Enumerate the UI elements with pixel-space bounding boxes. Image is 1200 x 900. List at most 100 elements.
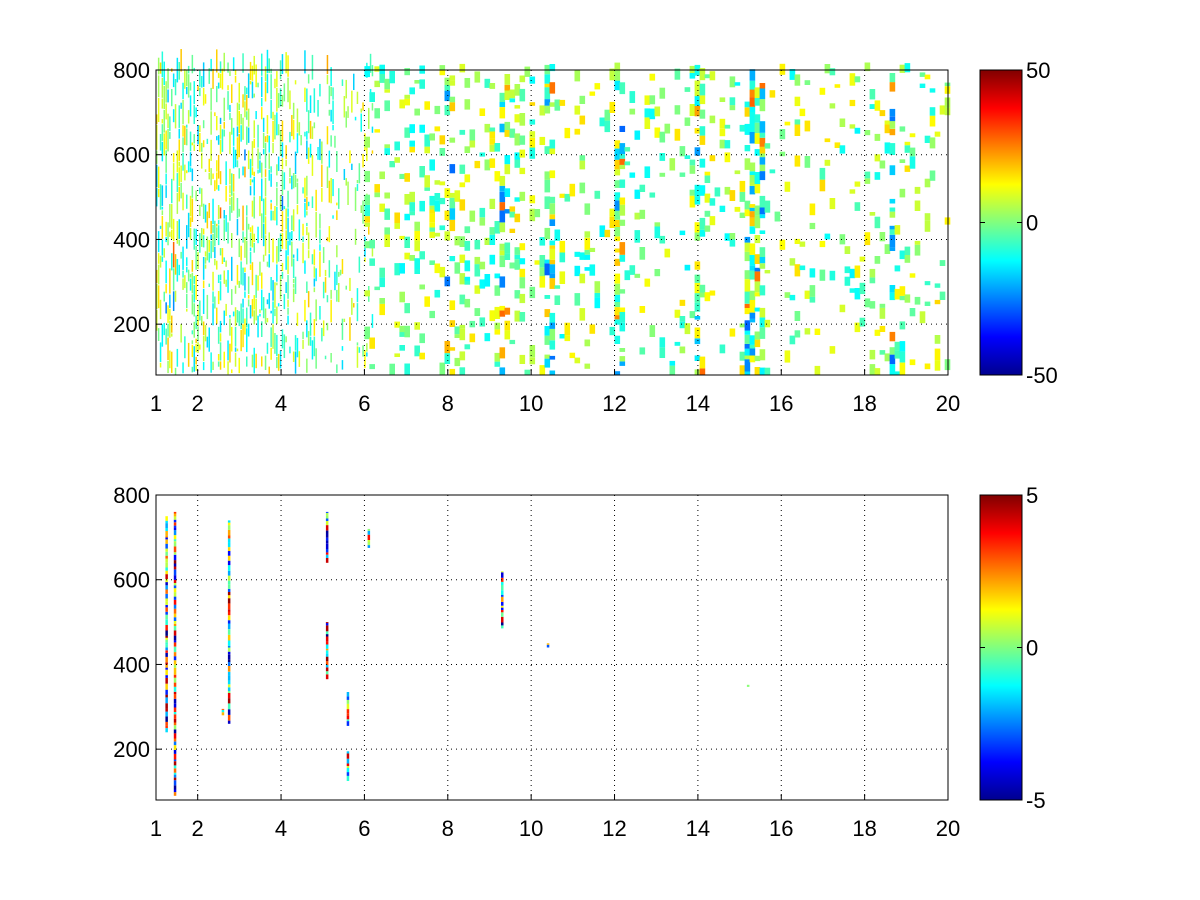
heatmap-cell bbox=[173, 635, 177, 641]
heatmap-cell bbox=[839, 145, 846, 154]
heatmap-cell bbox=[306, 320, 308, 338]
heatmap-cell bbox=[246, 328, 248, 353]
heatmap-cell bbox=[794, 330, 801, 338]
heatmap-cell bbox=[270, 327, 272, 347]
heatmap-cell bbox=[171, 89, 173, 107]
heatmap-cell bbox=[501, 596, 504, 602]
heatmap-cell bbox=[559, 99, 566, 106]
heatmap-cells-bottom bbox=[165, 511, 750, 796]
heatmap-cell bbox=[214, 258, 216, 266]
heatmap-cell bbox=[889, 207, 896, 212]
heatmap-cell bbox=[276, 164, 278, 176]
heatmap-cell bbox=[202, 120, 205, 129]
heatmap-cell bbox=[201, 315, 203, 326]
heatmap-cell bbox=[210, 240, 212, 259]
heatmap-cell bbox=[744, 308, 751, 315]
heatmap-cell bbox=[296, 182, 299, 204]
heatmap-cell bbox=[255, 64, 257, 88]
heatmap-cell bbox=[654, 269, 661, 277]
heatmap-cell bbox=[634, 189, 641, 199]
heatmap-cell bbox=[474, 71, 481, 83]
heatmap-cell bbox=[264, 136, 267, 142]
heatmap-cell bbox=[285, 336, 287, 343]
heatmap-cell bbox=[549, 139, 556, 149]
heatmap-cell bbox=[276, 87, 278, 112]
heatmap-cell bbox=[307, 201, 310, 207]
heatmap-cell bbox=[829, 68, 836, 76]
heatmap-cell bbox=[217, 274, 220, 283]
heatmap-cell bbox=[167, 68, 169, 89]
heatmap-cell bbox=[584, 231, 591, 238]
heatmap-cell bbox=[759, 88, 766, 100]
heatmap-cell bbox=[240, 329, 242, 352]
heatmap-cell bbox=[879, 160, 886, 169]
heatmap-cell bbox=[266, 318, 269, 323]
heatmap-cell bbox=[257, 315, 259, 338]
heatmap-cell bbox=[864, 178, 871, 184]
heatmap-cell bbox=[529, 345, 536, 358]
axes-frame-top bbox=[155, 69, 949, 376]
heatmap-cell bbox=[195, 338, 197, 344]
heatmap-cell bbox=[165, 598, 168, 602]
heatmap-cell bbox=[744, 158, 751, 170]
heatmap-cell bbox=[494, 171, 501, 182]
heatmap-cell bbox=[719, 205, 726, 212]
heatmap-cell bbox=[459, 164, 466, 174]
heatmap-cell bbox=[789, 294, 796, 301]
heatmap-cell bbox=[544, 259, 551, 264]
heatmap-cell bbox=[784, 350, 791, 363]
heatmap-cell bbox=[202, 140, 205, 148]
heatmap-cell bbox=[389, 363, 395, 375]
heatmap-cell bbox=[579, 273, 586, 284]
heatmap-cell bbox=[189, 227, 192, 240]
heatmap-cell bbox=[298, 122, 301, 136]
heatmap-cell bbox=[189, 167, 192, 173]
heatmap-cell bbox=[574, 128, 581, 135]
heatmap-cell bbox=[208, 172, 210, 180]
heatmap-cell bbox=[193, 284, 195, 303]
heatmap-cell bbox=[444, 85, 451, 91]
heatmap-cell bbox=[227, 703, 231, 710]
heatmap-cell bbox=[609, 216, 616, 228]
heatmap-cell bbox=[270, 99, 272, 119]
heatmap-cell bbox=[834, 142, 841, 148]
heatmap-cell bbox=[744, 270, 751, 279]
heatmap-cell bbox=[294, 276, 297, 294]
heatmap-cell bbox=[889, 229, 896, 235]
heatmap-cell bbox=[165, 535, 168, 538]
heatmap-cell bbox=[244, 166, 246, 178]
heatmap-cell bbox=[173, 592, 177, 597]
heatmap-cell bbox=[261, 178, 263, 202]
heatmap-cell bbox=[165, 625, 168, 631]
heatmap-cell bbox=[474, 285, 481, 294]
heatmap-cell bbox=[186, 128, 188, 146]
heatmap-cell bbox=[163, 322, 165, 336]
heatmap-cell bbox=[364, 350, 366, 369]
heatmap-cell bbox=[292, 209, 295, 232]
heatmap-cell bbox=[302, 223, 304, 236]
heatmap-cell bbox=[754, 271, 761, 282]
heatmap-cell bbox=[165, 683, 168, 690]
heatmap-cell bbox=[172, 218, 175, 241]
heatmap-cell bbox=[234, 69, 237, 75]
heatmap-cell bbox=[238, 357, 240, 374]
heatmap-cell bbox=[173, 712, 177, 715]
heatmap-cell bbox=[274, 78, 276, 89]
heatmap-cell bbox=[184, 336, 186, 359]
heatmap-cell bbox=[202, 280, 205, 288]
heatmap-cell bbox=[212, 233, 214, 253]
heatmap-cell bbox=[249, 251, 252, 264]
heatmap-cell bbox=[464, 174, 471, 183]
heatmap-cell bbox=[439, 148, 446, 156]
heatmap-cell bbox=[251, 354, 254, 368]
heatmap-cell bbox=[287, 77, 289, 103]
heatmap-cell bbox=[474, 264, 481, 277]
heatmap-cell bbox=[899, 295, 906, 301]
heatmap-cell bbox=[464, 99, 471, 110]
heatmap-cell bbox=[794, 74, 801, 86]
heatmap-cell bbox=[272, 121, 274, 143]
heatmap-cell bbox=[824, 64, 831, 74]
heatmap-cell bbox=[759, 307, 766, 318]
x-tick-label: 8 bbox=[442, 391, 454, 416]
heatmap-cell bbox=[219, 124, 222, 139]
